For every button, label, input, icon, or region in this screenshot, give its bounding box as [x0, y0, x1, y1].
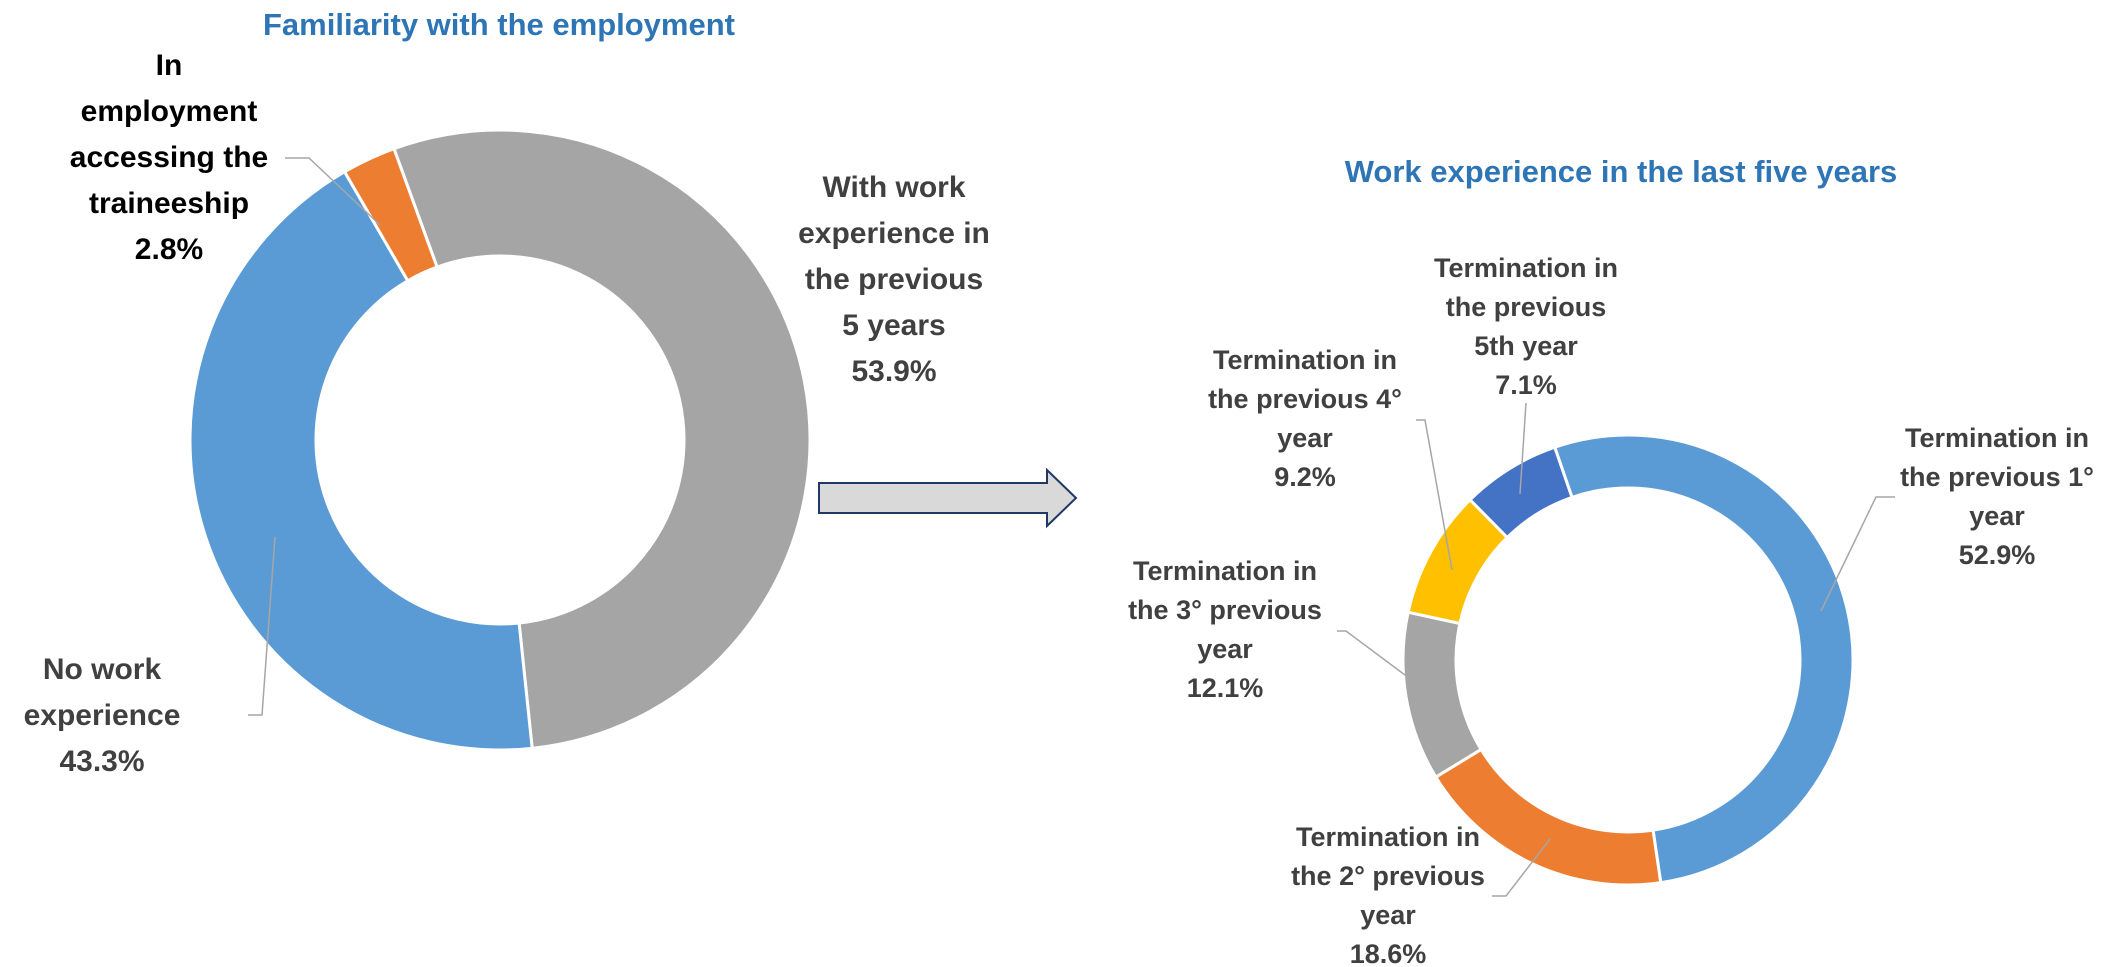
value-label: 53.9% [851, 355, 936, 388]
value-label: 52.9% [1959, 540, 2036, 570]
donut-segment [1467, 445, 1574, 540]
leader-line [1416, 419, 1453, 571]
leader-line [1519, 402, 1527, 495]
category-label: Termination in the previous 1° year [1900, 423, 2094, 531]
donut-segment [1552, 433, 1855, 885]
leader-line [1337, 630, 1410, 679]
value-label: 9.2% [1274, 462, 1336, 492]
value-label: 2.8% [135, 233, 203, 266]
donut-segment [1401, 610, 1484, 780]
value-label: 7.1% [1495, 370, 1557, 400]
arrow [818, 467, 1078, 529]
leader-line [285, 157, 381, 226]
value-label: 18.6% [1350, 939, 1427, 967]
chart-title: Familiarity with the employment [263, 7, 735, 42]
donut-segment [392, 128, 812, 750]
category-label: With work experience in the previous 5 year… [798, 171, 990, 342]
category-label: Termination in the 2° previous year [1291, 822, 1485, 930]
value-label: 43.3% [59, 745, 144, 778]
category-label: No work experience [24, 653, 181, 732]
chart-title: Work experience in the last five years [1345, 154, 1898, 189]
donut-segment [342, 146, 439, 283]
category-label: Termination in the 3° previous year [1128, 556, 1322, 664]
leader-line [1820, 496, 1895, 612]
donut-segment [188, 169, 534, 752]
category-label: In employment accessing the traineeship [70, 49, 268, 220]
category-label: Termination in the previous 4° year [1208, 345, 1402, 453]
leader-line [1492, 838, 1551, 897]
value-label: 12.1% [1187, 673, 1264, 703]
category-label: Termination in the previous 5th year [1434, 253, 1618, 361]
leader-line [248, 536, 276, 716]
